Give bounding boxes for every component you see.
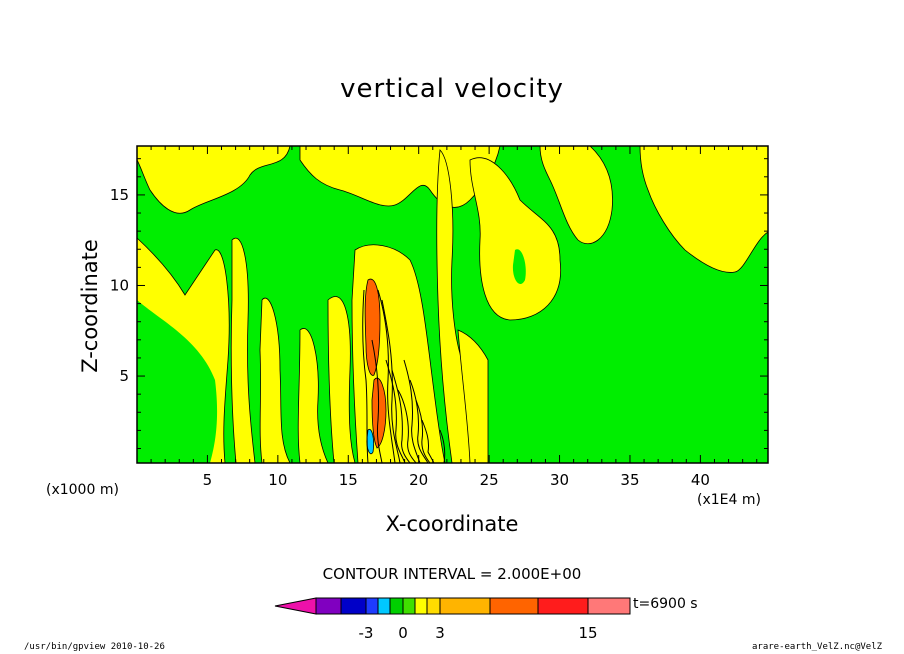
positive-region [639, 146, 768, 273]
x-unit-right: (x1E4 m) [697, 492, 761, 508]
chart-title: vertical velocity [340, 74, 564, 104]
contour-line [385, 359, 406, 463]
contour-line [391, 369, 411, 463]
contour-line [415, 399, 431, 463]
colorbar-cell [402, 597, 416, 615]
contour-line [371, 339, 383, 463]
positive-region [137, 146, 291, 214]
x-tick-label: 35 [620, 471, 639, 489]
x-unit-left: (x1000 m) [46, 482, 119, 498]
colorbar-cell [426, 597, 441, 615]
colorbar-cell [377, 597, 391, 615]
colorbar-cell [439, 597, 491, 615]
colorbar-tick-label: -3 [359, 624, 374, 642]
colorbar-cell [274, 597, 317, 615]
x-tick-label: 5 [203, 471, 213, 489]
colorbar-cell [537, 597, 589, 615]
colorbar-cell [587, 597, 631, 615]
colorbar-cell [414, 597, 428, 615]
colorbar-time-label: t=6900 s [633, 596, 698, 612]
x-tick-label: 30 [550, 471, 569, 489]
positive-region [259, 297, 291, 463]
contour-line [403, 359, 421, 463]
strong-positive-region [364, 278, 381, 376]
positive-region [327, 296, 356, 463]
contour-lines [362, 289, 446, 463]
footer-right: arare-earth_VelZ.nc@VelZ [752, 642, 883, 652]
y-axis-label: Z-coordinate [78, 239, 102, 373]
colorbar-tick-label: 3 [435, 624, 445, 642]
axis-ticks: 5 10 15 20 25 30 35 40 5 10 15 [110, 146, 768, 489]
contour-line [409, 379, 429, 463]
y-tick-label: 10 [110, 276, 129, 294]
positive-region [297, 328, 329, 463]
colorbar-cell [340, 597, 367, 615]
plot-frame [136, 145, 769, 464]
colorbar-cell [365, 597, 379, 615]
positive-region [230, 237, 256, 463]
contour-interval-note: CONTOUR INTERVAL = 2.000E+00 [322, 565, 582, 583]
positive-region [469, 157, 562, 321]
colorbar-tick-label: 15 [578, 624, 597, 642]
x-tick-label: 15 [339, 471, 358, 489]
contour-line [421, 419, 435, 463]
colorbar-cell [489, 597, 539, 615]
contour-line [397, 389, 417, 463]
x-tick-label: 20 [409, 471, 428, 489]
background-patch [137, 300, 218, 463]
y-tick-label: 5 [119, 367, 129, 385]
colorbar-tick-label: 0 [398, 624, 408, 642]
colorbar-cell [315, 597, 342, 615]
contour-line [377, 289, 396, 463]
positive-region [539, 146, 613, 245]
contour-line [439, 429, 446, 463]
contour-line [381, 299, 401, 463]
contour-line [362, 289, 369, 463]
x-axis-label: X-coordinate [385, 512, 519, 536]
y-tick-label: 15 [110, 186, 129, 204]
x-tick-label: 40 [691, 471, 710, 489]
colorbar-cell [389, 597, 404, 615]
strong-negative-region [366, 428, 375, 455]
x-tick-label: 25 [480, 471, 499, 489]
background-patch [512, 249, 526, 285]
x-tick-label: 10 [268, 471, 287, 489]
footer-left: /usr/bin/gpview 2010-10-26 [24, 642, 165, 652]
colorbar: -3 0 3 15 [274, 597, 631, 642]
contour-field [137, 146, 768, 463]
strong-positive-region [371, 377, 387, 449]
